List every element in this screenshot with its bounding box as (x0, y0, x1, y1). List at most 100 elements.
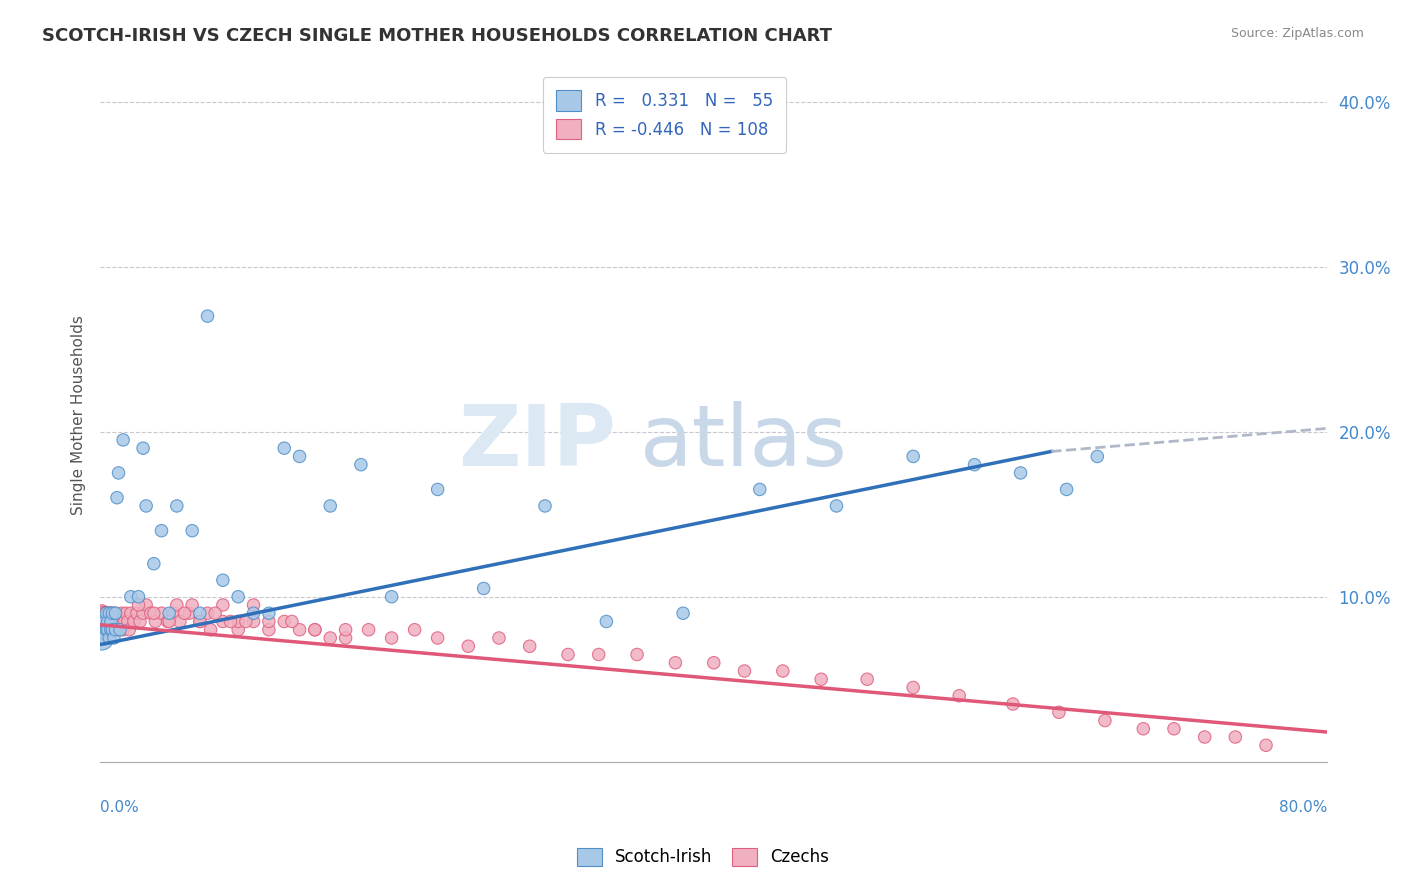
Point (901, 681, 924, 695)
Point (257, 615, 280, 629)
Point (772, 664, 794, 678)
Point (197, 309, 219, 323)
Point (156, 615, 179, 629)
Point (626, 648, 648, 662)
Point (108, 615, 131, 629)
Point (98, 606, 121, 620)
Point (166, 598, 188, 612)
Point (129, 615, 152, 629)
Point (733, 664, 755, 678)
Point (1132, 722, 1154, 736)
Point (457, 639, 479, 653)
Point (98, 631, 121, 645)
Point (335, 623, 357, 637)
Point (1163, 722, 1185, 736)
Point (139, 606, 162, 620)
Point (169, 615, 191, 629)
Point (242, 606, 264, 620)
Point (335, 631, 357, 645)
Point (426, 631, 449, 645)
Text: atlas: atlas (640, 401, 848, 484)
Point (204, 606, 226, 620)
Point (96, 606, 118, 620)
Point (173, 606, 195, 620)
Point (96, 606, 118, 620)
Point (181, 524, 204, 538)
Point (93, 615, 115, 629)
Point (112, 623, 135, 637)
Point (101, 623, 124, 637)
Point (319, 631, 342, 645)
Point (103, 623, 125, 637)
Point (357, 623, 380, 637)
Point (98, 615, 121, 629)
Point (426, 483, 449, 497)
Point (93, 615, 115, 629)
Point (103, 615, 125, 629)
Point (132, 606, 155, 620)
Point (107, 466, 129, 480)
Point (242, 615, 264, 629)
Point (672, 606, 695, 620)
Point (93, 623, 115, 637)
Point (157, 615, 180, 629)
Point (200, 623, 222, 637)
Point (166, 499, 188, 513)
Point (96, 623, 118, 637)
Point (488, 631, 510, 645)
Point (135, 499, 157, 513)
Point (177, 606, 200, 620)
Point (1225, 730, 1247, 744)
Point (107, 623, 129, 637)
Point (226, 623, 249, 637)
Point (97, 623, 120, 637)
Point (304, 623, 326, 637)
Point (1254, 739, 1277, 753)
Point (110, 606, 132, 620)
Point (91, 615, 114, 629)
Point (157, 606, 180, 620)
Point (188, 606, 211, 620)
Point (105, 615, 128, 629)
Point (97, 615, 120, 629)
Point (142, 606, 165, 620)
Point (226, 615, 249, 629)
Point (288, 450, 311, 464)
Point (90, 606, 112, 620)
Legend: Scotch-Irish, Czechs: Scotch-Irish, Czechs (568, 839, 838, 875)
Point (97, 623, 120, 637)
Point (90, 623, 112, 637)
Point (257, 606, 280, 620)
Point (125, 606, 148, 620)
Point (98, 606, 121, 620)
Point (1056, 483, 1078, 497)
Point (100, 623, 122, 637)
Text: 0.0%: 0.0% (100, 800, 139, 815)
Point (112, 433, 135, 447)
Point (1010, 466, 1032, 480)
Point (901, 450, 924, 464)
Point (91, 615, 114, 629)
Point (219, 615, 242, 629)
Point (97, 606, 120, 620)
Point (117, 615, 139, 629)
Point (120, 606, 142, 620)
Point (534, 499, 557, 513)
Point (115, 606, 138, 620)
Point (664, 656, 686, 670)
Point (856, 672, 879, 686)
Point (93, 606, 115, 620)
Point (143, 615, 166, 629)
Point (557, 648, 579, 662)
Point (91, 623, 114, 637)
Point (150, 524, 173, 538)
Point (288, 623, 311, 637)
Point (212, 598, 235, 612)
Point (108, 623, 131, 637)
Point (212, 615, 235, 629)
Point (91, 606, 114, 620)
Point (127, 590, 149, 604)
Point (703, 656, 725, 670)
Point (381, 590, 404, 604)
Point (97, 615, 120, 629)
